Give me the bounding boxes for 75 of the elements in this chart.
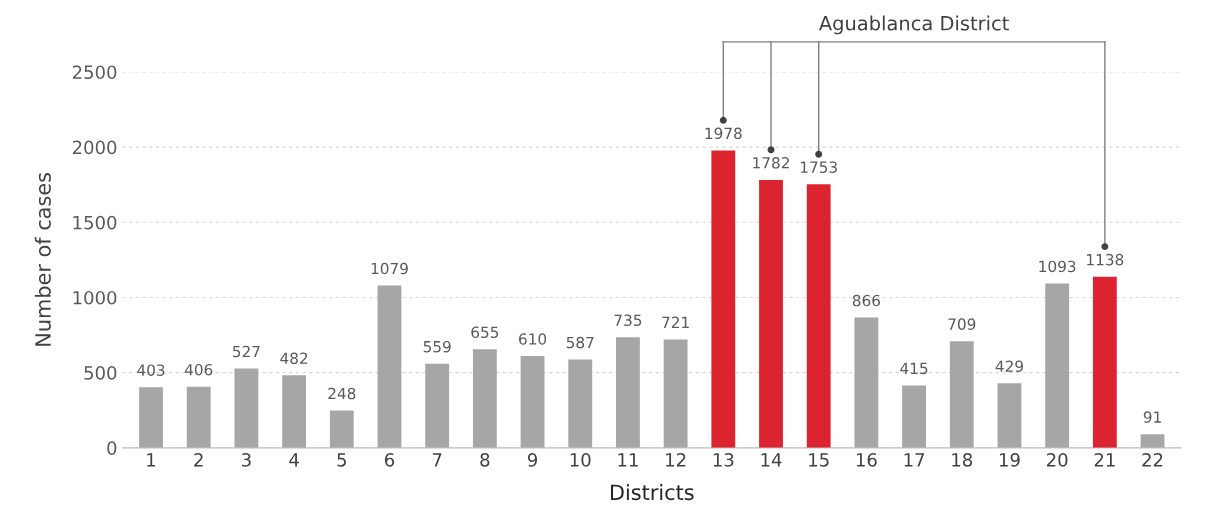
x-tick-label: 5 xyxy=(337,453,346,467)
x-tick-label: 10 xyxy=(570,453,591,467)
bar xyxy=(759,179,783,448)
y-tick-label: 2500 xyxy=(72,65,117,80)
data-label: 559 xyxy=(423,340,451,353)
x-tick-label: 22 xyxy=(1142,453,1163,467)
x-tick-label: 17 xyxy=(904,453,925,467)
x-tick-label: 6 xyxy=(384,453,395,467)
bar xyxy=(425,363,450,448)
y-tick-label: 500 xyxy=(84,366,117,380)
data-label: 91 xyxy=(1143,411,1161,423)
bar xyxy=(902,385,927,448)
x-tick-label: 1 xyxy=(147,453,156,467)
bar xyxy=(711,150,736,448)
x-axis-title: Districts xyxy=(610,484,694,501)
bar xyxy=(616,337,640,448)
data-label: 1079 xyxy=(371,262,408,275)
x-tick-label: 4 xyxy=(289,453,299,467)
x-tick-label: 11 xyxy=(618,453,638,467)
bar xyxy=(282,375,307,448)
data-label: 709 xyxy=(948,318,976,330)
x-tick-label: 18 xyxy=(952,453,973,467)
x-tick-label: 14 xyxy=(761,453,782,467)
x-tick-label: 12 xyxy=(666,453,686,467)
x-tick-label: 21 xyxy=(1094,453,1115,467)
x-tick-label: 3 xyxy=(242,453,251,467)
bar xyxy=(472,349,497,448)
data-label: 1782 xyxy=(753,157,789,169)
y-tick-label: 1000 xyxy=(73,290,117,305)
data-label: 527 xyxy=(233,345,260,358)
x-tick-label: 20 xyxy=(1047,453,1068,467)
x-tick-label: 15 xyxy=(809,453,829,467)
data-label: 248 xyxy=(328,387,356,400)
data-label: 587 xyxy=(566,336,594,349)
bar xyxy=(329,410,354,448)
x-tick-label: 19 xyxy=(999,453,1020,467)
data-label: 415 xyxy=(900,362,928,375)
y-axis-title: Number of cases xyxy=(34,173,51,346)
bar xyxy=(806,184,831,448)
bar xyxy=(377,285,402,448)
data-label: 866 xyxy=(852,294,881,307)
y-tick-label: 1500 xyxy=(73,215,117,230)
x-tick-label: 13 xyxy=(713,453,734,467)
bar xyxy=(949,341,974,448)
data-label: 1138 xyxy=(1087,253,1124,266)
y-tick-label: 0 xyxy=(107,441,117,455)
x-tick-label: 8 xyxy=(480,453,490,467)
bar xyxy=(1045,283,1070,448)
bar xyxy=(663,339,688,448)
data-label: 721 xyxy=(662,316,689,328)
x-tick-label: 9 xyxy=(527,453,538,467)
bar xyxy=(234,368,259,448)
x-tick-label: 16 xyxy=(856,453,877,467)
data-label: 610 xyxy=(519,333,547,345)
text: Aguablanca District xyxy=(818,15,1009,35)
bar xyxy=(520,356,545,448)
bar xyxy=(1092,276,1117,448)
data-label: 406 xyxy=(184,363,213,376)
bar xyxy=(568,359,593,448)
bar xyxy=(186,386,211,448)
x-tick-label: 7 xyxy=(432,453,442,467)
y-tick-label: 2000 xyxy=(72,140,117,155)
bar xyxy=(1140,434,1165,448)
data-label: 403 xyxy=(137,364,165,376)
data-label: 429 xyxy=(995,360,1023,373)
bar xyxy=(139,387,163,448)
data-label: 1093 xyxy=(1039,260,1076,273)
bar xyxy=(997,383,1022,448)
data-label: 1753 xyxy=(800,161,837,173)
data-label: 482 xyxy=(280,352,308,365)
data-label: 655 xyxy=(471,326,499,339)
data-label: 1978 xyxy=(705,127,742,140)
data-label: 735 xyxy=(614,314,642,327)
bar xyxy=(854,317,879,448)
x-tick-label: 2 xyxy=(194,453,203,467)
